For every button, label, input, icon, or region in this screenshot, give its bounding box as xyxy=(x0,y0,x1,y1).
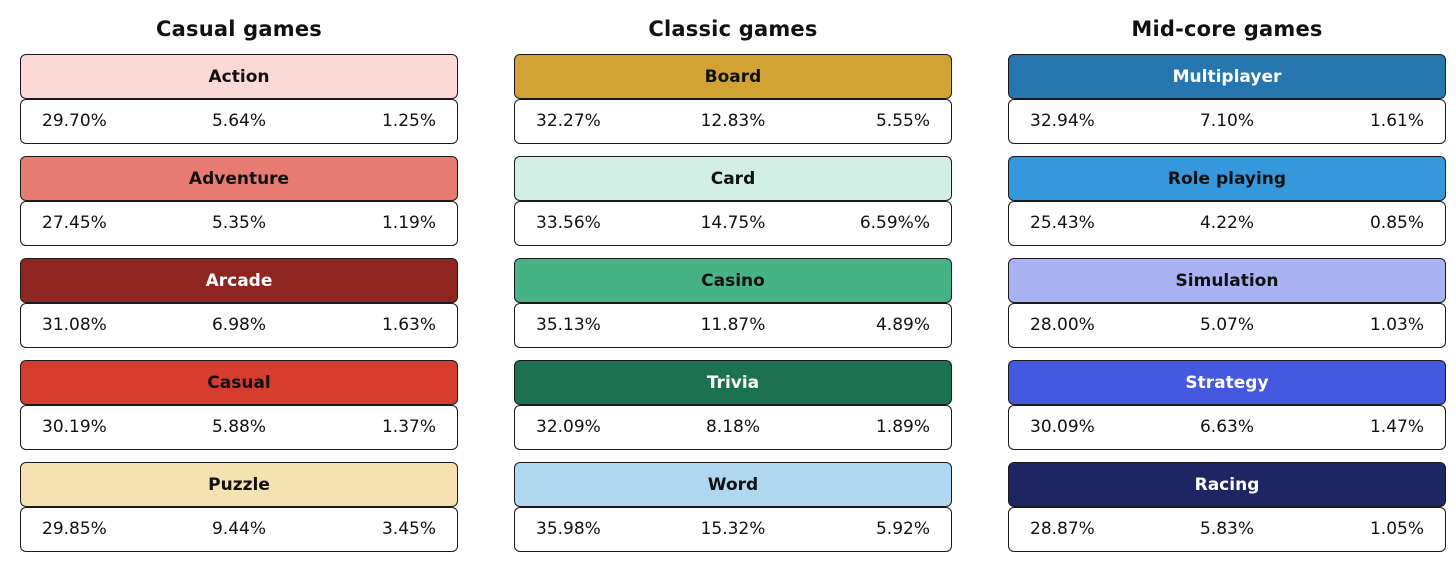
genre-card-word: Word 35.98% 15.32% 5.92% xyxy=(514,462,952,561)
value-1: 30.09% xyxy=(1030,417,1095,437)
genre-card-casual: Casual 30.19% 5.88% 1.37% xyxy=(20,360,458,459)
genre-values-row: 28.87% 5.83% 1.05% xyxy=(1008,507,1446,552)
value-2: 15.32% xyxy=(700,519,766,539)
value-2: 5.35% xyxy=(211,213,266,233)
value-3: 1.47% xyxy=(1369,417,1424,437)
genre-name: Word xyxy=(514,462,952,507)
genre-card-board: Board 32.27% 12.83% 5.55% xyxy=(514,54,952,153)
genre-name: Card xyxy=(514,156,952,201)
column-title: Classic games xyxy=(648,17,818,41)
genre-card-racing: Racing 28.87% 5.83% 1.05% xyxy=(1008,462,1446,561)
genre-name: Board xyxy=(514,54,952,99)
genre-values-row: 30.09% 6.63% 1.47% xyxy=(1008,405,1446,450)
genre-name: Role playing xyxy=(1008,156,1446,201)
value-3: 1.19% xyxy=(381,213,436,233)
genre-values-row: 29.70% 5.64% 1.25% xyxy=(20,99,458,144)
genre-values-row: 33.56% 14.75% 6.59%% xyxy=(514,201,952,246)
value-2: 5.88% xyxy=(211,417,266,437)
genre-name: Strategy xyxy=(1008,360,1446,405)
genre-values-row: 25.43% 4.22% 0.85% xyxy=(1008,201,1446,246)
genre-name: Casual xyxy=(20,360,458,405)
genre-card-arcade: Arcade 31.08% 6.98% 1.63% xyxy=(20,258,458,357)
value-1: 28.87% xyxy=(1030,519,1095,539)
value-3: 5.92% xyxy=(875,519,930,539)
value-3: 6.59%% xyxy=(859,213,930,233)
value-2: 11.87% xyxy=(700,315,766,335)
value-1: 29.70% xyxy=(42,111,107,131)
genre-values-row: 32.09% 8.18% 1.89% xyxy=(514,405,952,450)
value-1: 27.45% xyxy=(42,213,107,233)
value-3: 0.85% xyxy=(1369,213,1424,233)
value-3: 1.25% xyxy=(381,111,436,131)
genre-name: Multiplayer xyxy=(1008,54,1446,99)
genre-values-row: 35.98% 15.32% 5.92% xyxy=(514,507,952,552)
value-2: 5.64% xyxy=(211,111,266,131)
genre-values-row: 29.85% 9.44% 3.45% xyxy=(20,507,458,552)
value-2: 12.83% xyxy=(700,111,766,131)
genre-values-row: 35.13% 11.87% 4.89% xyxy=(514,303,952,348)
value-2: 6.98% xyxy=(211,315,266,335)
genre-card-trivia: Trivia 32.09% 8.18% 1.89% xyxy=(514,360,952,459)
value-1: 35.13% xyxy=(536,315,601,335)
value-1: 30.19% xyxy=(42,417,107,437)
genre-values-row: 32.94% 7.10% 1.61% xyxy=(1008,99,1446,144)
genre-name: Casino xyxy=(514,258,952,303)
genre-name: Racing xyxy=(1008,462,1446,507)
genre-card-simulation: Simulation 28.00% 5.07% 1.03% xyxy=(1008,258,1446,357)
value-2: 4.22% xyxy=(1199,213,1254,233)
genre-card-multiplayer: Multiplayer 32.94% 7.10% 1.61% xyxy=(1008,54,1446,153)
value-1: 32.94% xyxy=(1030,111,1095,131)
value-2: 14.75% xyxy=(700,213,766,233)
genre-card-casino: Casino 35.13% 11.87% 4.89% xyxy=(514,258,952,357)
genre-values-row: 28.00% 5.07% 1.03% xyxy=(1008,303,1446,348)
value-1: 35.98% xyxy=(536,519,601,539)
genre-values-row: 31.08% 6.98% 1.63% xyxy=(20,303,458,348)
value-3: 1.89% xyxy=(875,417,930,437)
genre-card-puzzle: Puzzle 29.85% 9.44% 3.45% xyxy=(20,462,458,561)
genre-name: Trivia xyxy=(514,360,952,405)
value-2: 8.18% xyxy=(705,417,760,437)
value-2: 7.10% xyxy=(1199,111,1254,131)
genre-card-adventure: Adventure 27.45% 5.35% 1.19% xyxy=(20,156,458,255)
value-1: 32.27% xyxy=(536,111,601,131)
genre-values-row: 32.27% 12.83% 5.55% xyxy=(514,99,952,144)
value-1: 25.43% xyxy=(1030,213,1095,233)
value-1: 31.08% xyxy=(42,315,107,335)
genre-card-action: Action 29.70% 5.64% 1.25% xyxy=(20,54,458,153)
genre-name: Puzzle xyxy=(20,462,458,507)
value-2: 5.83% xyxy=(1199,519,1254,539)
value-3: 1.37% xyxy=(381,417,436,437)
value-1: 29.85% xyxy=(42,519,107,539)
value-1: 28.00% xyxy=(1030,315,1095,335)
value-3: 5.55% xyxy=(875,111,930,131)
genre-name: Action xyxy=(20,54,458,99)
genre-values-row: 27.45% 5.35% 1.19% xyxy=(20,201,458,246)
value-3: 1.03% xyxy=(1369,315,1424,335)
genre-card-card: Card 33.56% 14.75% 6.59%% xyxy=(514,156,952,255)
genre-values-row: 30.19% 5.88% 1.37% xyxy=(20,405,458,450)
column-title: Casual games xyxy=(156,17,322,41)
value-3: 3.45% xyxy=(381,519,436,539)
genre-name: Simulation xyxy=(1008,258,1446,303)
genre-name: Arcade xyxy=(20,258,458,303)
genre-card-strategy: Strategy 30.09% 6.63% 1.47% xyxy=(1008,360,1446,459)
value-3: 1.05% xyxy=(1369,519,1424,539)
value-3: 1.63% xyxy=(381,315,436,335)
genre-name: Adventure xyxy=(20,156,458,201)
value-1: 32.09% xyxy=(536,417,601,437)
value-3: 1.61% xyxy=(1369,111,1424,131)
value-2: 5.07% xyxy=(1199,315,1254,335)
value-3: 4.89% xyxy=(875,315,930,335)
genre-card-role-playing: Role playing 25.43% 4.22% 0.85% xyxy=(1008,156,1446,255)
column-title: Mid-core games xyxy=(1131,17,1323,41)
value-2: 6.63% xyxy=(1199,417,1254,437)
value-1: 33.56% xyxy=(536,213,601,233)
value-2: 9.44% xyxy=(211,519,266,539)
